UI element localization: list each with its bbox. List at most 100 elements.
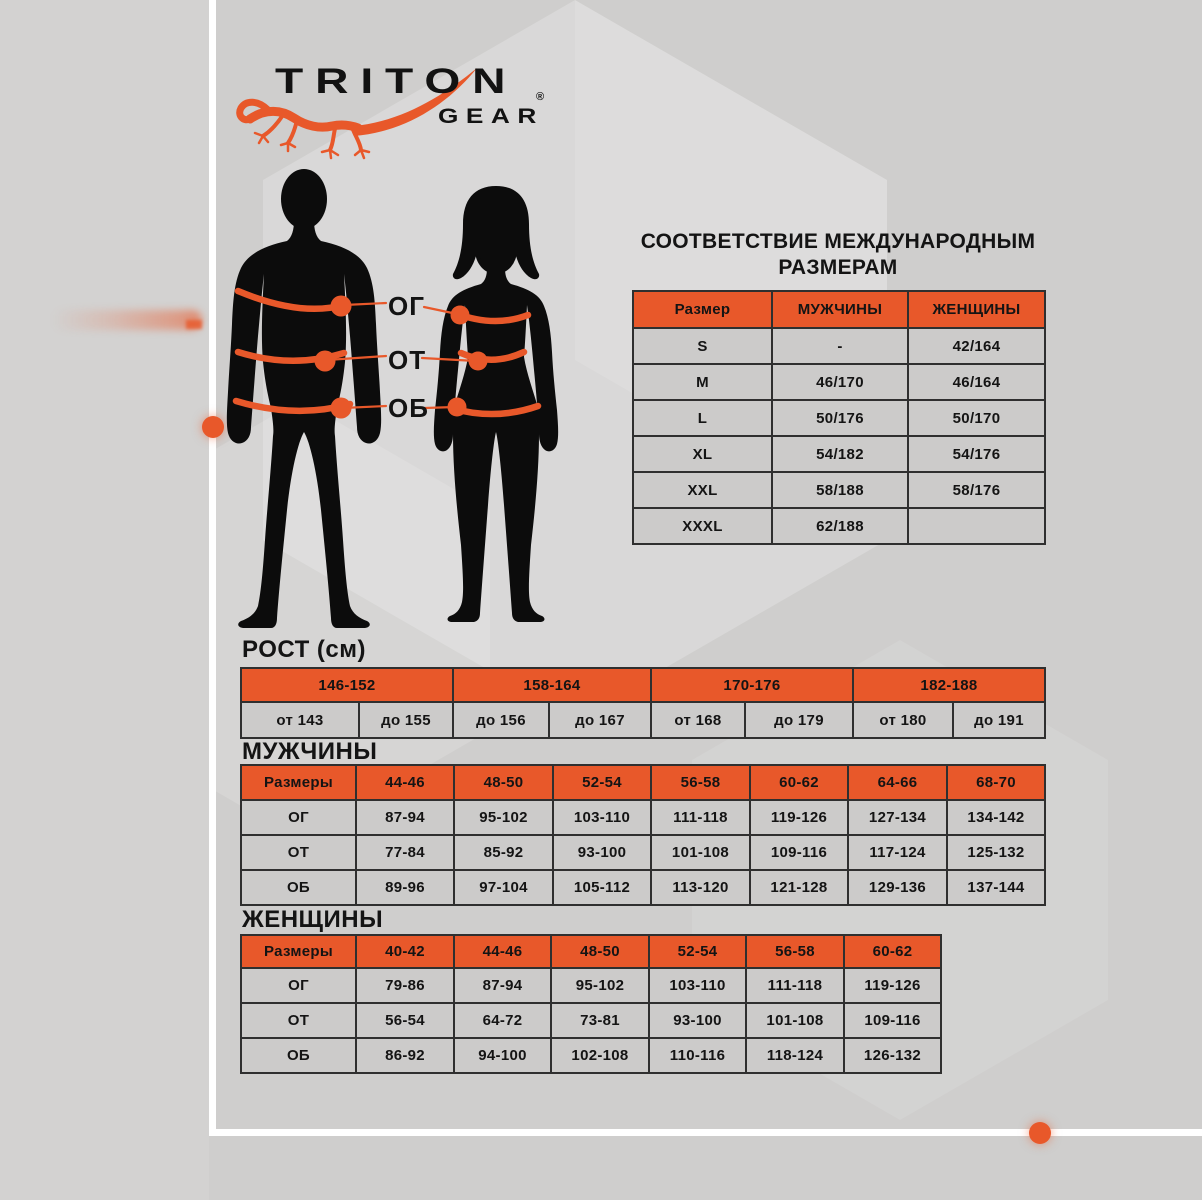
table-cell: 103-110 bbox=[648, 967, 747, 1004]
table-cell: 113-120 bbox=[650, 869, 751, 906]
table-row: XXXL 62/188 bbox=[632, 507, 1046, 545]
table-row: ОТ 77-84 85-92 93-100 101-108 109-116 117-124 1… bbox=[240, 834, 1046, 871]
table-row: от 143 до 155 до 156 до 167 от 168 до 179 от 1… bbox=[240, 701, 1046, 739]
column-header-cell: 40-42 bbox=[355, 934, 455, 969]
column-header-cell: 44-46 bbox=[453, 934, 552, 969]
row-header-cell: M bbox=[632, 363, 773, 401]
frame-accent-dot-bottom bbox=[1029, 1122, 1051, 1144]
table-cell: 73-81 bbox=[550, 1002, 650, 1039]
column-header-cell: Размер bbox=[632, 290, 773, 329]
table-cell: 58/176 bbox=[907, 471, 1046, 509]
table-cell: 79-86 bbox=[355, 967, 455, 1004]
international-sizes-title: СООТВЕТСТВИЕ МЕЖДУНАРОДНЫМ РАЗМЕРАМ bbox=[632, 229, 1044, 281]
table-cell: 50/176 bbox=[771, 399, 909, 437]
table-cell: 119-126 bbox=[843, 967, 942, 1004]
table-cell: 93-100 bbox=[552, 834, 652, 871]
men-size-table: Размеры 44-46 48-50 52-54 56-58 60-62 64-66 68-… bbox=[240, 764, 1046, 906]
row-header-cell: ОГ bbox=[240, 967, 357, 1004]
table-cell: 111-118 bbox=[745, 967, 845, 1004]
row-header-cell: ОГ bbox=[240, 799, 357, 836]
chest-measure-label: ОГ bbox=[388, 291, 425, 321]
table-cell: 125-132 bbox=[946, 834, 1046, 871]
row-header-cell: ОТ bbox=[240, 1002, 357, 1039]
table-row: L 50/176 50/170 bbox=[632, 399, 1046, 437]
column-header-cell: 48-50 bbox=[453, 764, 554, 801]
row-header-cell: ОТ bbox=[240, 834, 357, 871]
table-row: S -42/164 bbox=[632, 327, 1046, 365]
column-header-cell: 68-70 bbox=[946, 764, 1046, 801]
brand-name: TRITON bbox=[275, 62, 518, 101]
row-header-cell: ОБ bbox=[240, 1037, 357, 1074]
row-header-cell: L bbox=[632, 399, 773, 437]
column-header-cell: 60-62 bbox=[749, 764, 849, 801]
table-cell: 87-94 bbox=[355, 799, 455, 836]
column-header-cell: 48-50 bbox=[550, 934, 650, 969]
table-header-row: Размеры 40-42 44-46 48-50 52-54 56-58 60-62 bbox=[240, 934, 942, 969]
table-row: XL 54/182 54/176 bbox=[632, 435, 1046, 473]
group-header-cell: 170-176 bbox=[650, 667, 854, 703]
table-cell: 118-124 bbox=[745, 1037, 845, 1074]
column-header-cell: 52-54 bbox=[552, 764, 652, 801]
column-header-cell: 56-58 bbox=[650, 764, 751, 801]
table-cell: 93-100 bbox=[648, 1002, 747, 1039]
column-header-cell: 60-62 bbox=[843, 934, 942, 969]
table-cell: 101-108 bbox=[650, 834, 751, 871]
frame-accent-dot-left bbox=[202, 416, 224, 438]
row-header-cell: XXL bbox=[632, 471, 773, 509]
column-header-cell: 64-66 bbox=[847, 764, 948, 801]
table-cell bbox=[907, 507, 1046, 545]
table-row: M 46/170 46/164 bbox=[632, 363, 1046, 401]
table-cell: 109-116 bbox=[843, 1002, 942, 1039]
table-row: ОБ 89-96 97-104 105-112 113-120 121-128 129-13… bbox=[240, 869, 1046, 906]
women-size-table: Размеры 40-42 44-46 48-50 52-54 56-58 60-62 ОГ 7… bbox=[240, 934, 942, 1074]
blurred-accent-streak bbox=[52, 310, 202, 330]
table-cell: 110-116 bbox=[648, 1037, 747, 1074]
row-header-cell: S bbox=[632, 327, 773, 365]
table-cell: 54/176 bbox=[907, 435, 1046, 473]
height-section-label: РОСТ (см) bbox=[242, 636, 367, 663]
group-header-cell: 182-188 bbox=[852, 667, 1046, 703]
waist-measure-label: ОТ bbox=[388, 345, 427, 375]
column-header-cell: 56-58 bbox=[745, 934, 845, 969]
table-cell: 86-92 bbox=[355, 1037, 455, 1074]
title-line-2: РАЗМЕРАМ bbox=[778, 256, 898, 279]
row-header-cell: XL bbox=[632, 435, 773, 473]
table-cell: 111-118 bbox=[650, 799, 751, 836]
column-header-cell: Размеры bbox=[240, 764, 357, 801]
brand-logo: TRITON ® GEAR bbox=[270, 58, 570, 142]
table-cell: 42/164 bbox=[907, 327, 1046, 365]
table-cell: 94-100 bbox=[453, 1037, 552, 1074]
table-cell: 127-134 bbox=[847, 799, 948, 836]
table-cell: 46/170 bbox=[771, 363, 909, 401]
frame-horizontal-line bbox=[209, 1129, 1202, 1136]
table-cell: 119-126 bbox=[749, 799, 849, 836]
table-cell: 58/188 bbox=[771, 471, 909, 509]
table-cell: 95-102 bbox=[453, 799, 554, 836]
table-cell: от 143 bbox=[240, 701, 360, 739]
table-cell: до 156 bbox=[452, 701, 550, 739]
table-cell: 97-104 bbox=[453, 869, 554, 906]
table-cell: 54/182 bbox=[771, 435, 909, 473]
table-cell: 77-84 bbox=[355, 834, 455, 871]
table-cell: 137-144 bbox=[946, 869, 1046, 906]
row-header-cell: XXXL bbox=[632, 507, 773, 545]
hips-measure-label: ОБ bbox=[388, 393, 429, 423]
registered-trademark-mark: ® bbox=[536, 91, 545, 103]
table-cell: 121-128 bbox=[749, 869, 849, 906]
table-cell: 50/170 bbox=[907, 399, 1046, 437]
table-header-row: Размер МУЖЧИНЫ ЖЕНЩИНЫ bbox=[632, 290, 1046, 329]
table-cell: 117-124 bbox=[847, 834, 948, 871]
table-cell: 109-116 bbox=[749, 834, 849, 871]
table-cell: 102-108 bbox=[550, 1037, 650, 1074]
column-header-cell: ЖЕНЩИНЫ bbox=[907, 290, 1046, 329]
table-row: ОГ 87-94 95-102 103-110 111-118 119-126 127-13… bbox=[240, 799, 1046, 836]
table-cell: - bbox=[771, 327, 909, 365]
table-cell: 126-132 bbox=[843, 1037, 942, 1074]
column-header-cell: 44-46 bbox=[355, 764, 455, 801]
table-cell: 62/188 bbox=[771, 507, 909, 545]
table-cell: 105-112 bbox=[552, 869, 652, 906]
column-header-cell: МУЖЧИНЫ bbox=[771, 290, 909, 329]
table-cell: до 191 bbox=[952, 701, 1046, 739]
table-cell: 95-102 bbox=[550, 967, 650, 1004]
